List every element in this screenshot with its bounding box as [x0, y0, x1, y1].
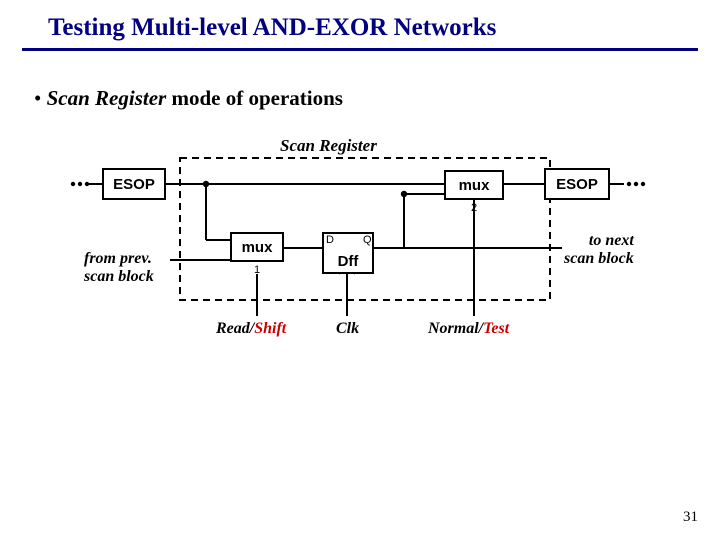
slide-title: Testing Multi-level AND-EXOR Networks [48, 14, 496, 42]
to-next-l1: to next [589, 232, 634, 249]
bullet-line: • Scan Register mode of operations [34, 86, 343, 111]
mux2-sub: 2 [471, 202, 477, 214]
to-next-label: to next scan block [564, 232, 634, 268]
mux1-sub: 1 [254, 264, 260, 276]
mux1-box: mux [230, 232, 284, 262]
read-label: Read [216, 320, 250, 337]
to-next-l2: scan block [564, 250, 634, 267]
shift-label: Shift [254, 320, 286, 337]
clk-label: Clk [336, 320, 359, 338]
esop-left-box: ESOP [102, 168, 166, 200]
normal-test-label: Normal/Test [428, 320, 509, 338]
q-pin-label: Q [363, 234, 372, 246]
mux2-box: mux [444, 170, 504, 200]
esop-right-box: ESOP [544, 168, 610, 200]
scan-register-diagram: Scan Register [64, 140, 656, 390]
bullet-rest: mode of operations [166, 86, 343, 110]
test-label: Test [483, 320, 509, 337]
normal-label: Normal [428, 320, 479, 337]
from-prev-l1: from prev. [84, 250, 152, 267]
read-shift-label: Read/Shift [216, 320, 286, 338]
from-prev-label: from prev. scan block [84, 250, 154, 286]
bullet-scan-register: Scan Register [47, 86, 167, 110]
page-number: 31 [683, 509, 698, 526]
bullet-dot: • [34, 86, 41, 110]
title-rule [22, 48, 698, 51]
from-prev-l2: scan block [84, 268, 154, 285]
d-pin-label: D [326, 234, 334, 246]
